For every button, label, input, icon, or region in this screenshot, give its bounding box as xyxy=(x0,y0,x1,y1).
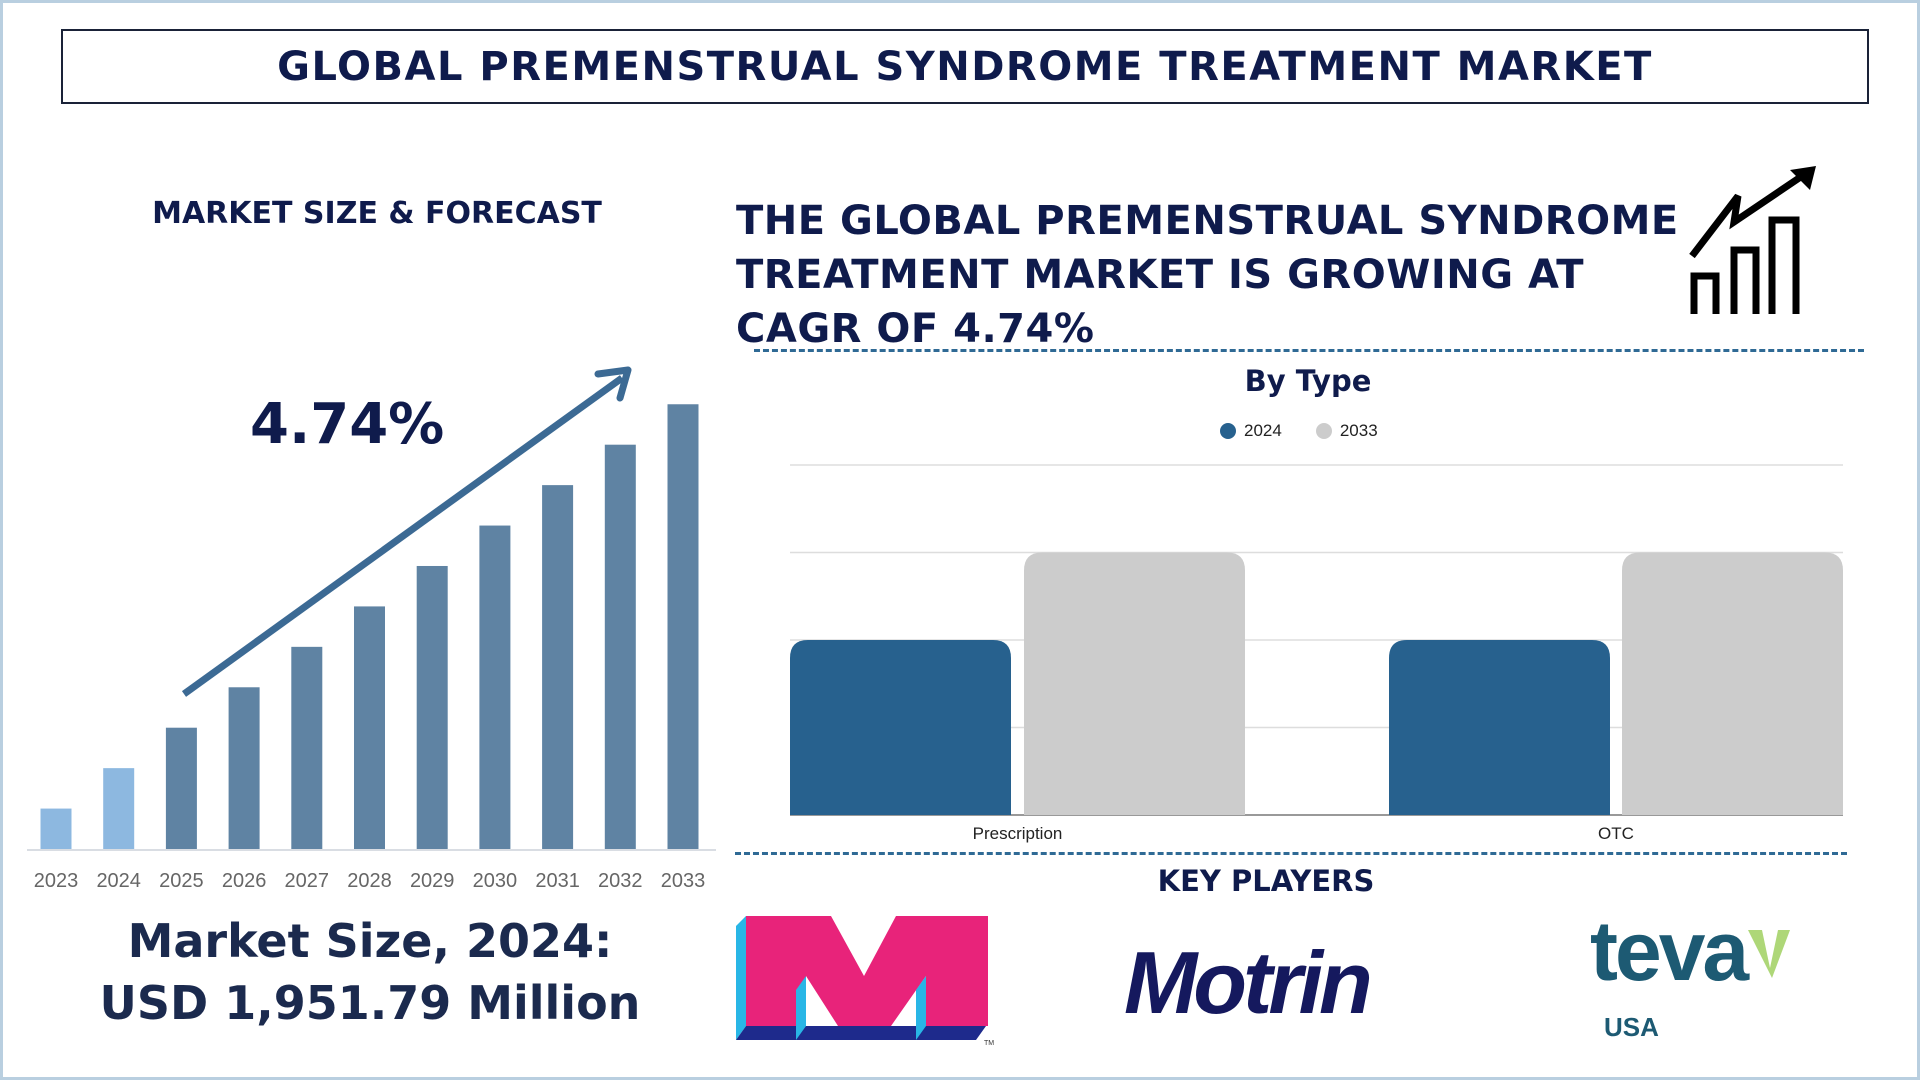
x-tick-label: 2027 xyxy=(285,870,330,892)
divider xyxy=(754,349,1864,352)
bar-2029 xyxy=(416,565,448,849)
x-tick-label: 2031 xyxy=(535,870,580,892)
trend-arrow-head xyxy=(594,366,632,402)
by-type-title: By Type xyxy=(1244,364,1372,398)
headline-line: TREATMENT MARKET IS GROWING AT xyxy=(736,252,1585,298)
x-tick-label: 2025 xyxy=(159,870,204,892)
bar-2027 xyxy=(291,646,323,849)
bar-2023 xyxy=(40,808,72,849)
headline-line: THE GLOBAL PREMENSTRUAL SYNDROME xyxy=(736,198,1679,244)
x-tick-label: 2023 xyxy=(34,870,79,892)
motrin-logo: Motrin xyxy=(1124,935,1374,1025)
trend-arrow-line xyxy=(181,375,625,697)
motrin-logo-text: Motrin xyxy=(1124,935,1370,1025)
x-tick-label: 2033 xyxy=(661,870,706,892)
x-tick-label: 2024 xyxy=(96,870,141,892)
title-box: GLOBAL PREMENSTRUAL SYNDROME TREATMENT M… xyxy=(61,29,1869,104)
x-tick-label: 2028 xyxy=(347,870,392,892)
legend-label: 2033 xyxy=(1339,421,1378,440)
trademark-mark: TM xyxy=(984,1040,994,1046)
teva-logo-text: teva xyxy=(1590,908,1750,998)
legend-dot xyxy=(1220,423,1236,439)
market-size-line1: Market Size, 2024: xyxy=(127,914,613,968)
bar-otc-2024 xyxy=(1389,640,1610,815)
x-tick-label: 2032 xyxy=(598,870,643,892)
teva-logo: teva USA xyxy=(1590,908,1790,1042)
legend-item-2033: 2033 xyxy=(1315,421,1378,441)
cagr-headline: THE GLOBAL PREMENSTRUAL SYNDROME TREATME… xyxy=(736,194,1679,356)
m-logo: TM xyxy=(736,916,994,1046)
bar-prescription-2024 xyxy=(790,640,1011,815)
key-players-title: KEY PLAYERS xyxy=(1157,864,1375,898)
market-size-forecast-title: MARKET SIZE & FORECAST xyxy=(152,196,602,231)
x-tick-label: 2030 xyxy=(473,870,518,892)
x-category-label: OTC xyxy=(1598,824,1634,843)
divider xyxy=(735,852,1847,855)
market-forecast-chart: 2023 2024 2025 2026 2027 2028 2029 2030 2031 2032… xyxy=(27,366,716,892)
bar-prescription-2033 xyxy=(1024,552,1245,815)
bar-2030 xyxy=(479,525,511,849)
legend-label: 2024 xyxy=(1244,421,1282,440)
market-size-line2: USD 1,951.79 Million xyxy=(99,976,641,1030)
bar-2025 xyxy=(165,727,197,849)
bar-2032 xyxy=(604,444,636,849)
by-type-chart: Prescription OTC xyxy=(790,464,1843,843)
bar-2026 xyxy=(228,687,260,849)
chart-legend: 2024 2033 xyxy=(1220,421,1378,441)
bar-2028 xyxy=(354,606,385,849)
legend-dot xyxy=(1315,423,1332,439)
x-tick-label: 2026 xyxy=(222,870,267,892)
bar-2024 xyxy=(103,768,135,849)
x-tick-label: 2029 xyxy=(410,870,455,892)
bar-2031 xyxy=(542,485,574,849)
legend-item-2024: 2024 xyxy=(1220,421,1282,441)
x-category-label: Prescription xyxy=(973,824,1063,843)
bar-2033 xyxy=(667,404,699,849)
cagr-annotation: 4.74% xyxy=(250,392,445,457)
market-size-text: Market Size, 2024: USD 1,951.79 Million xyxy=(60,910,680,1034)
headline-line: CAGR OF 4.74% xyxy=(736,306,1095,352)
page-title: GLOBAL PREMENSTRUAL SYNDROME TREATMENT M… xyxy=(277,43,1653,90)
bar-otc-2033 xyxy=(1622,552,1843,815)
teva-sub: USA xyxy=(1604,1012,1659,1042)
bar-chart-growth-arrow-icon xyxy=(1689,166,1816,314)
